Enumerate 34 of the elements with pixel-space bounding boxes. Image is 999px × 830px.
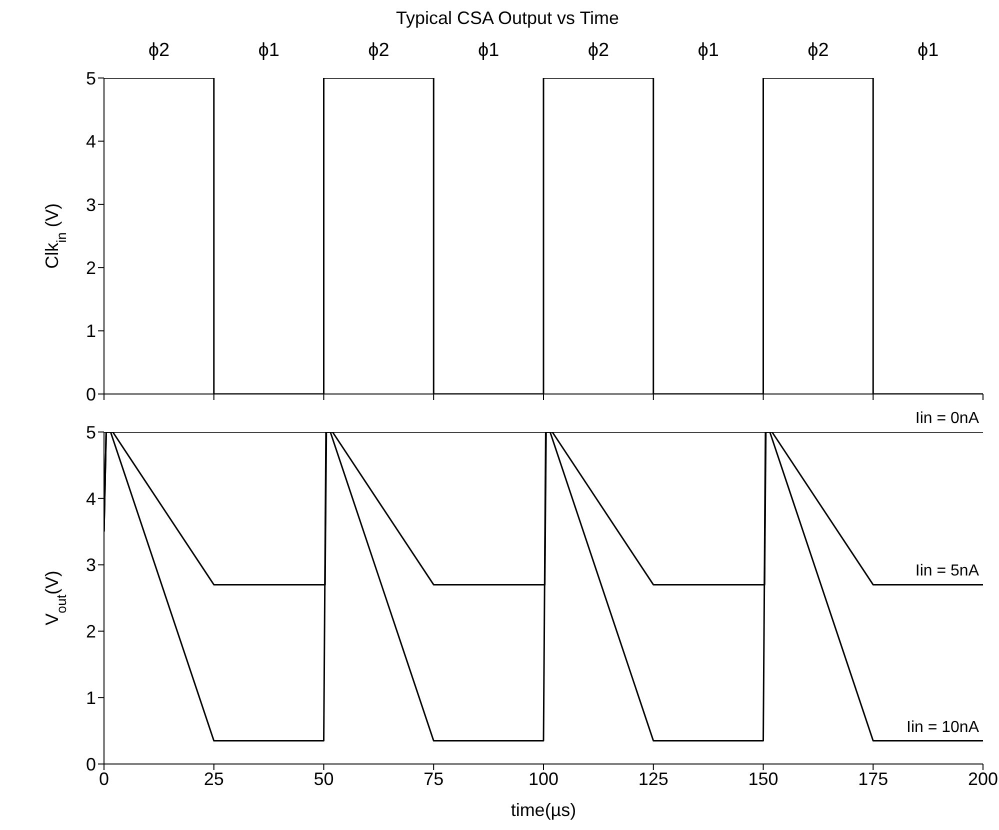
series-label: Iin = 5nA — [915, 562, 980, 580]
y-tick-label: 0 — [86, 384, 96, 404]
x-tick-label: 150 — [748, 768, 778, 789]
y-tick-label: 4 — [86, 132, 96, 152]
x-tick-label: 100 — [528, 768, 559, 789]
y-tick-label: 0 — [86, 754, 96, 774]
text: ϕ1 — [478, 40, 500, 61]
x-tick-label: 50 — [314, 768, 334, 789]
y-tick-label: 5 — [86, 68, 96, 88]
y-tick-label: 3 — [86, 555, 96, 576]
text: ϕ2 — [368, 40, 390, 61]
series-label: Iin = 0nA — [915, 410, 980, 427]
series-label: Iin = 10nA — [906, 718, 980, 736]
chart-title: Typical CSA Output vs Time — [394, 8, 620, 30]
text: ϕ1 — [917, 40, 939, 61]
x-tick-label: 25 — [204, 768, 224, 789]
y-tick-label: 5 — [86, 422, 96, 442]
text: ϕ1 — [698, 40, 719, 61]
y-tick-label: 1 — [86, 688, 96, 708]
y-tick-label: 3 — [86, 194, 96, 215]
text: ϕ1 — [258, 40, 280, 61]
x-axis-title: time(µs) — [510, 800, 576, 820]
y-tick-label: 2 — [86, 258, 96, 278]
y-tick-label: 2 — [86, 622, 96, 642]
x-tick-label: 0 — [98, 768, 110, 789]
text: ϕ2 — [808, 40, 829, 61]
y-tick-label: 4 — [86, 488, 96, 509]
text: ϕ2 — [588, 40, 610, 61]
x-tick-label: 200 — [968, 768, 998, 789]
x-tick-label: 175 — [858, 768, 888, 789]
text: ϕ2 — [148, 40, 170, 61]
x-tick-label: 75 — [424, 768, 444, 789]
y-tick-label: 1 — [86, 321, 96, 342]
x-tick-label: 125 — [638, 768, 668, 789]
